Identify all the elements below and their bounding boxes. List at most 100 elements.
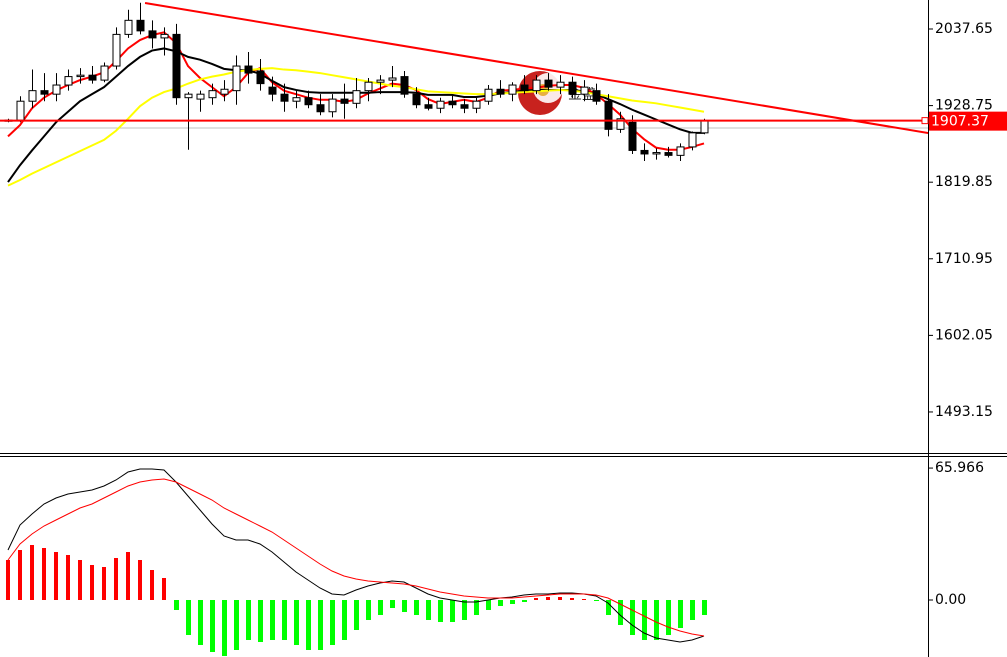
candle-body	[136, 19, 145, 32]
candle-body	[88, 74, 97, 81]
price-marker	[921, 117, 929, 125]
candle-body	[52, 84, 61, 95]
histogram-bar	[618, 600, 623, 625]
candle-body	[280, 93, 289, 102]
histogram-bar	[234, 600, 239, 650]
candle-body	[340, 98, 349, 104]
candle-body	[208, 90, 217, 99]
candle-body	[388, 77, 397, 81]
histogram-bar	[90, 565, 94, 600]
histogram-bar	[522, 600, 527, 602]
candle-body	[256, 70, 265, 85]
histogram-bar	[318, 600, 323, 650]
histogram-bar	[30, 545, 34, 600]
candle-body	[568, 81, 577, 95]
macd-panel	[6, 468, 707, 656]
candle-body	[400, 76, 409, 95]
y-tick-label: 1928.75	[935, 98, 993, 114]
candle-body	[496, 88, 505, 95]
y-tick-label: 1602.05	[935, 327, 993, 343]
histogram-bar	[582, 599, 586, 600]
histogram-bar	[138, 560, 142, 600]
histogram-bar	[330, 600, 335, 645]
histogram-bar	[510, 600, 515, 604]
histogram-bar	[402, 600, 407, 612]
histogram-bar	[210, 600, 215, 652]
candle-body	[544, 79, 553, 88]
histogram-bar	[630, 600, 635, 635]
candle-body	[112, 33, 121, 67]
y-tick-label: 2037.65	[935, 21, 993, 37]
histogram-bar	[18, 550, 22, 600]
histogram-bar	[246, 600, 251, 640]
histogram-bar	[270, 600, 275, 640]
candle-body	[184, 93, 193, 99]
histogram-bar	[678, 600, 683, 628]
candle-body	[172, 33, 181, 99]
candle-body	[316, 104, 325, 113]
candle-body	[304, 97, 313, 106]
candle-body	[436, 100, 445, 109]
trendline	[144, 2, 928, 134]
histogram-bar	[534, 598, 538, 600]
candle-body	[64, 76, 73, 86]
candle-body	[160, 33, 169, 39]
candle-body	[700, 120, 709, 134]
candle-body	[472, 100, 481, 109]
histogram-bar	[570, 598, 574, 600]
histogram-bar	[390, 600, 395, 608]
candle-body	[196, 93, 205, 100]
y-tick-label: 0.00	[935, 592, 966, 608]
candle-body	[508, 84, 517, 95]
histogram-bar	[354, 600, 359, 630]
histogram-bar	[342, 600, 347, 640]
histogram-bar	[546, 597, 550, 600]
candle-body	[424, 104, 433, 109]
candle-body	[520, 84, 529, 92]
histogram-bar	[222, 600, 227, 656]
candle-body	[124, 19, 133, 35]
candle-body	[676, 146, 685, 156]
candle-body	[592, 90, 601, 102]
price-panel: 金盛	[0, 2, 928, 187]
histogram-bar	[486, 600, 491, 610]
y-tick-label: 1710.95	[935, 251, 993, 267]
histogram-bar	[258, 600, 263, 642]
histogram-bar	[378, 600, 383, 615]
y-tick-label: 65.966	[935, 460, 984, 476]
candle-body	[100, 65, 109, 81]
candle-body	[16, 100, 25, 121]
candle-body	[328, 98, 337, 113]
candle-body	[532, 79, 541, 92]
candle-body	[292, 97, 301, 102]
candle-body	[376, 79, 385, 83]
candle-body	[616, 118, 625, 130]
signal-line	[7, 478, 705, 637]
price-label-box	[929, 111, 1007, 131]
histogram-bar	[414, 600, 419, 615]
candle-body	[364, 81, 373, 92]
histogram-bar	[114, 558, 118, 600]
histogram-bar	[498, 600, 503, 606]
histogram-bar	[42, 548, 46, 600]
price-label: 1907.37	[931, 114, 989, 130]
candle-body	[580, 86, 589, 95]
histogram-bar	[474, 600, 479, 615]
histogram-bar	[606, 600, 611, 615]
candle-body	[352, 90, 361, 104]
candle-body	[460, 104, 469, 109]
candle-body	[28, 90, 37, 102]
candle-body	[688, 132, 697, 148]
histogram-bar	[450, 600, 455, 622]
histogram-bar	[594, 600, 599, 601]
histogram-bar	[282, 600, 287, 640]
histogram-bar	[366, 600, 371, 620]
histogram-bar	[150, 570, 154, 600]
candle-body	[268, 86, 277, 95]
candle-body	[244, 65, 253, 74]
candle-body	[652, 152, 661, 155]
histogram-bar	[690, 600, 695, 620]
candle-body	[412, 93, 421, 106]
